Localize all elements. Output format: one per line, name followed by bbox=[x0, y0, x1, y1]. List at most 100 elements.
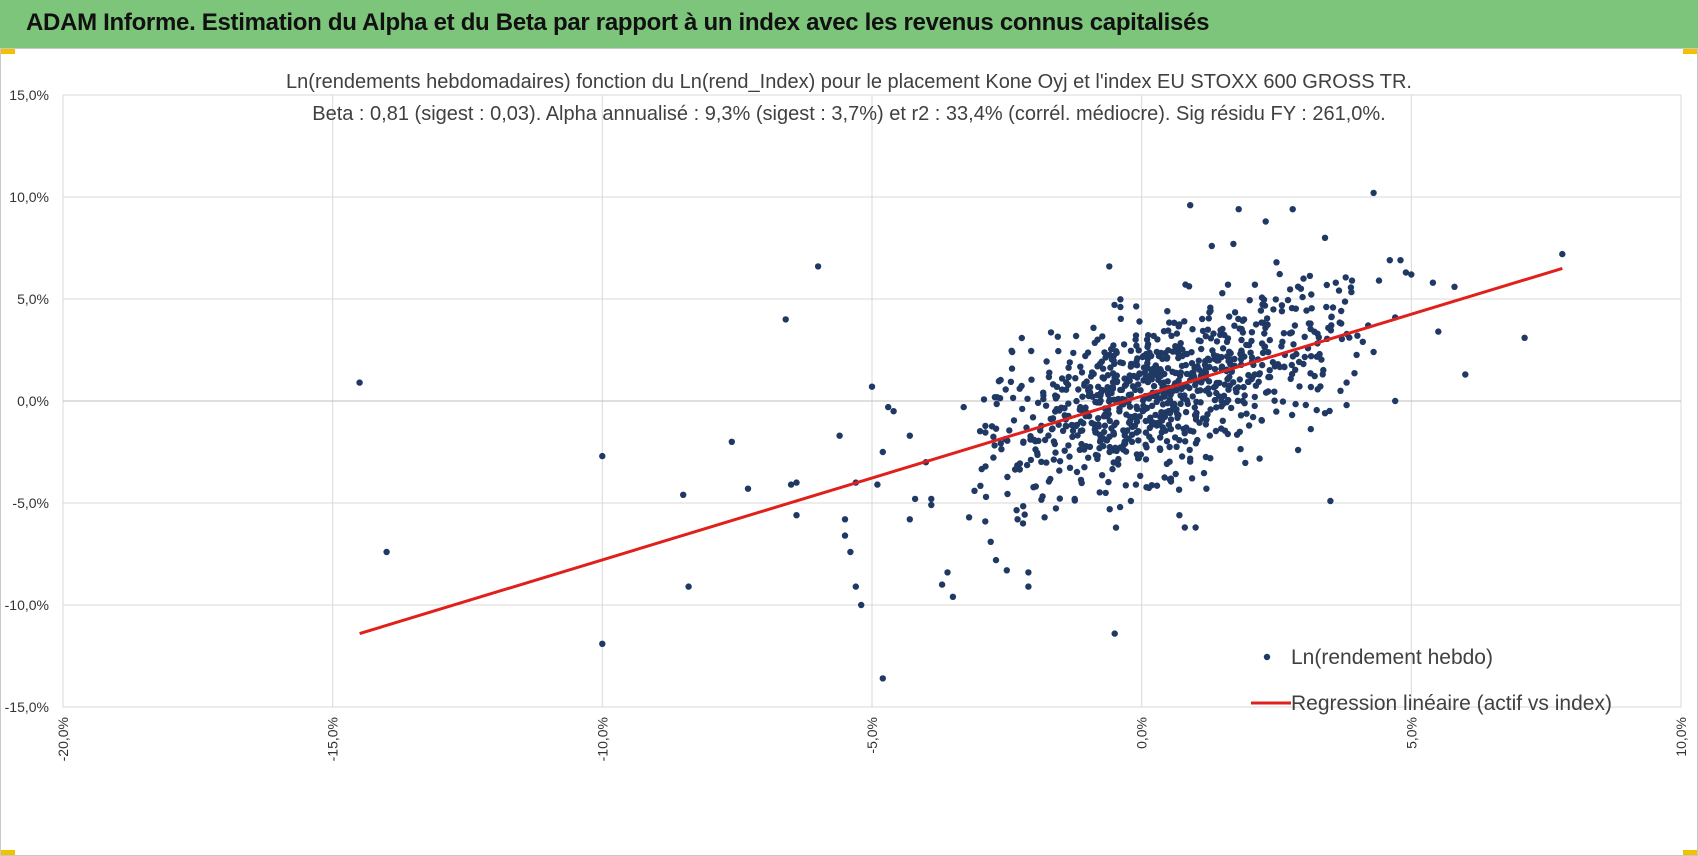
scatter-point bbox=[1265, 388, 1272, 395]
scatter-point bbox=[1157, 366, 1164, 373]
scatter-point bbox=[1090, 324, 1097, 331]
scatter-point bbox=[1221, 331, 1228, 339]
scatter-point bbox=[1106, 506, 1113, 513]
scatter-point bbox=[847, 548, 854, 556]
scatter-point bbox=[1239, 317, 1246, 324]
scatter-point bbox=[1049, 415, 1057, 422]
scatter-point bbox=[1238, 336, 1245, 344]
scatter-point bbox=[1132, 336, 1139, 343]
scatter-point bbox=[991, 394, 999, 401]
scatter-point bbox=[1212, 382, 1220, 389]
scatter-point bbox=[1271, 388, 1278, 395]
scatter-point bbox=[1055, 347, 1062, 355]
scatter-point bbox=[1157, 414, 1164, 421]
scatter-point bbox=[944, 569, 951, 576]
scatter-point bbox=[1247, 349, 1254, 356]
scatter-point bbox=[1252, 321, 1260, 328]
scatter-point bbox=[1288, 411, 1296, 419]
scatter-point bbox=[1313, 353, 1321, 360]
scatter-point bbox=[1069, 427, 1077, 434]
scatter-point bbox=[1206, 357, 1213, 364]
scatter-point bbox=[1220, 400, 1227, 408]
scatter-point bbox=[1039, 493, 1046, 500]
scatter-point bbox=[1338, 335, 1346, 343]
scatter-point bbox=[1152, 371, 1160, 379]
scatter-point bbox=[1007, 378, 1015, 385]
scatter-point bbox=[1020, 438, 1027, 445]
scatter-point bbox=[1172, 369, 1179, 377]
y-tick-label: -5,0% bbox=[12, 495, 49, 511]
chart-area: -20,0% -15,0% -10,0% -5,0% 0,0% 5,0% 10,0% -15,… bbox=[0, 48, 1698, 856]
scatter-point bbox=[1209, 347, 1216, 354]
scatter-point bbox=[1135, 454, 1143, 462]
scatter-point bbox=[1276, 270, 1283, 278]
scatter-point bbox=[1195, 337, 1202, 344]
scatter-point bbox=[1242, 459, 1249, 467]
scatter-point bbox=[1307, 320, 1314, 327]
regression-line bbox=[359, 266, 1563, 635]
scatter-point bbox=[1462, 371, 1469, 378]
scatter-point bbox=[1186, 446, 1193, 454]
scatter-point bbox=[1104, 384, 1111, 391]
scatter-point bbox=[1188, 372, 1195, 379]
scatter-point bbox=[1237, 445, 1244, 453]
scatter-point bbox=[1188, 349, 1195, 356]
scatter-point bbox=[1117, 296, 1124, 303]
scatter-point bbox=[1329, 304, 1337, 311]
scatter-point bbox=[1157, 349, 1165, 357]
scatter-point bbox=[1233, 431, 1241, 438]
axes: -20,0% -15,0% -10,0% -5,0% 0,0% 5,0% 10,0% -15,… bbox=[5, 87, 1689, 761]
scatter-point bbox=[1191, 364, 1198, 371]
scatter-point bbox=[1047, 329, 1055, 336]
scatter-point bbox=[1172, 348, 1179, 355]
legend-label-line: Regression linéaire (actif vs index) bbox=[1291, 692, 1612, 715]
scatter-point bbox=[1079, 393, 1086, 400]
scatter-point bbox=[1273, 408, 1280, 415]
scatter-point bbox=[1150, 382, 1158, 390]
scatter-point bbox=[1077, 418, 1085, 425]
scatter-point bbox=[1197, 399, 1204, 406]
scatter-point bbox=[1256, 455, 1263, 462]
scatter-point bbox=[1081, 446, 1088, 453]
scatter-point bbox=[1323, 281, 1331, 289]
scatter-point bbox=[1068, 421, 1076, 429]
scatter-point bbox=[1189, 326, 1196, 333]
scatter-point bbox=[1336, 319, 1343, 326]
scatter-point bbox=[1199, 315, 1206, 323]
scatter-point bbox=[1139, 397, 1147, 404]
scatter-point bbox=[1111, 421, 1118, 429]
scatter-point bbox=[1045, 432, 1052, 439]
scatter-point bbox=[1042, 402, 1050, 409]
scatter-point bbox=[1307, 383, 1315, 391]
scatter-point bbox=[1257, 307, 1265, 314]
scatter-point bbox=[1338, 307, 1345, 315]
scatter-point bbox=[982, 429, 989, 436]
scatter-point bbox=[1106, 417, 1114, 425]
y-tick-label: 10,0% bbox=[9, 189, 49, 205]
scatter-point bbox=[1008, 347, 1015, 354]
scatter-point bbox=[1025, 569, 1032, 576]
scatter-point bbox=[1109, 383, 1117, 390]
scatter-point bbox=[1228, 356, 1235, 363]
scatter-point bbox=[1166, 476, 1174, 483]
scatter-point bbox=[1199, 327, 1207, 335]
scatter-point bbox=[1144, 343, 1151, 351]
scatter-point bbox=[1321, 234, 1329, 241]
scatter-point bbox=[1208, 242, 1216, 250]
scatter-point bbox=[383, 548, 390, 556]
scatter-point bbox=[1113, 349, 1120, 356]
scatter-point bbox=[1198, 379, 1205, 386]
scatter-point bbox=[1301, 353, 1309, 361]
scatter-point bbox=[1169, 402, 1177, 409]
scatter-point bbox=[1255, 378, 1262, 385]
scatter-point bbox=[1032, 483, 1040, 490]
scatter-point bbox=[1116, 503, 1124, 511]
scatter-point bbox=[1224, 376, 1231, 383]
scatter-point bbox=[1073, 468, 1081, 476]
scatter-point bbox=[1135, 347, 1142, 354]
scatter-point bbox=[1211, 365, 1219, 373]
scatter-point bbox=[1050, 438, 1058, 445]
scatter-point bbox=[1014, 516, 1021, 523]
scatter-point bbox=[1053, 393, 1061, 400]
scatter-point bbox=[1348, 288, 1355, 296]
